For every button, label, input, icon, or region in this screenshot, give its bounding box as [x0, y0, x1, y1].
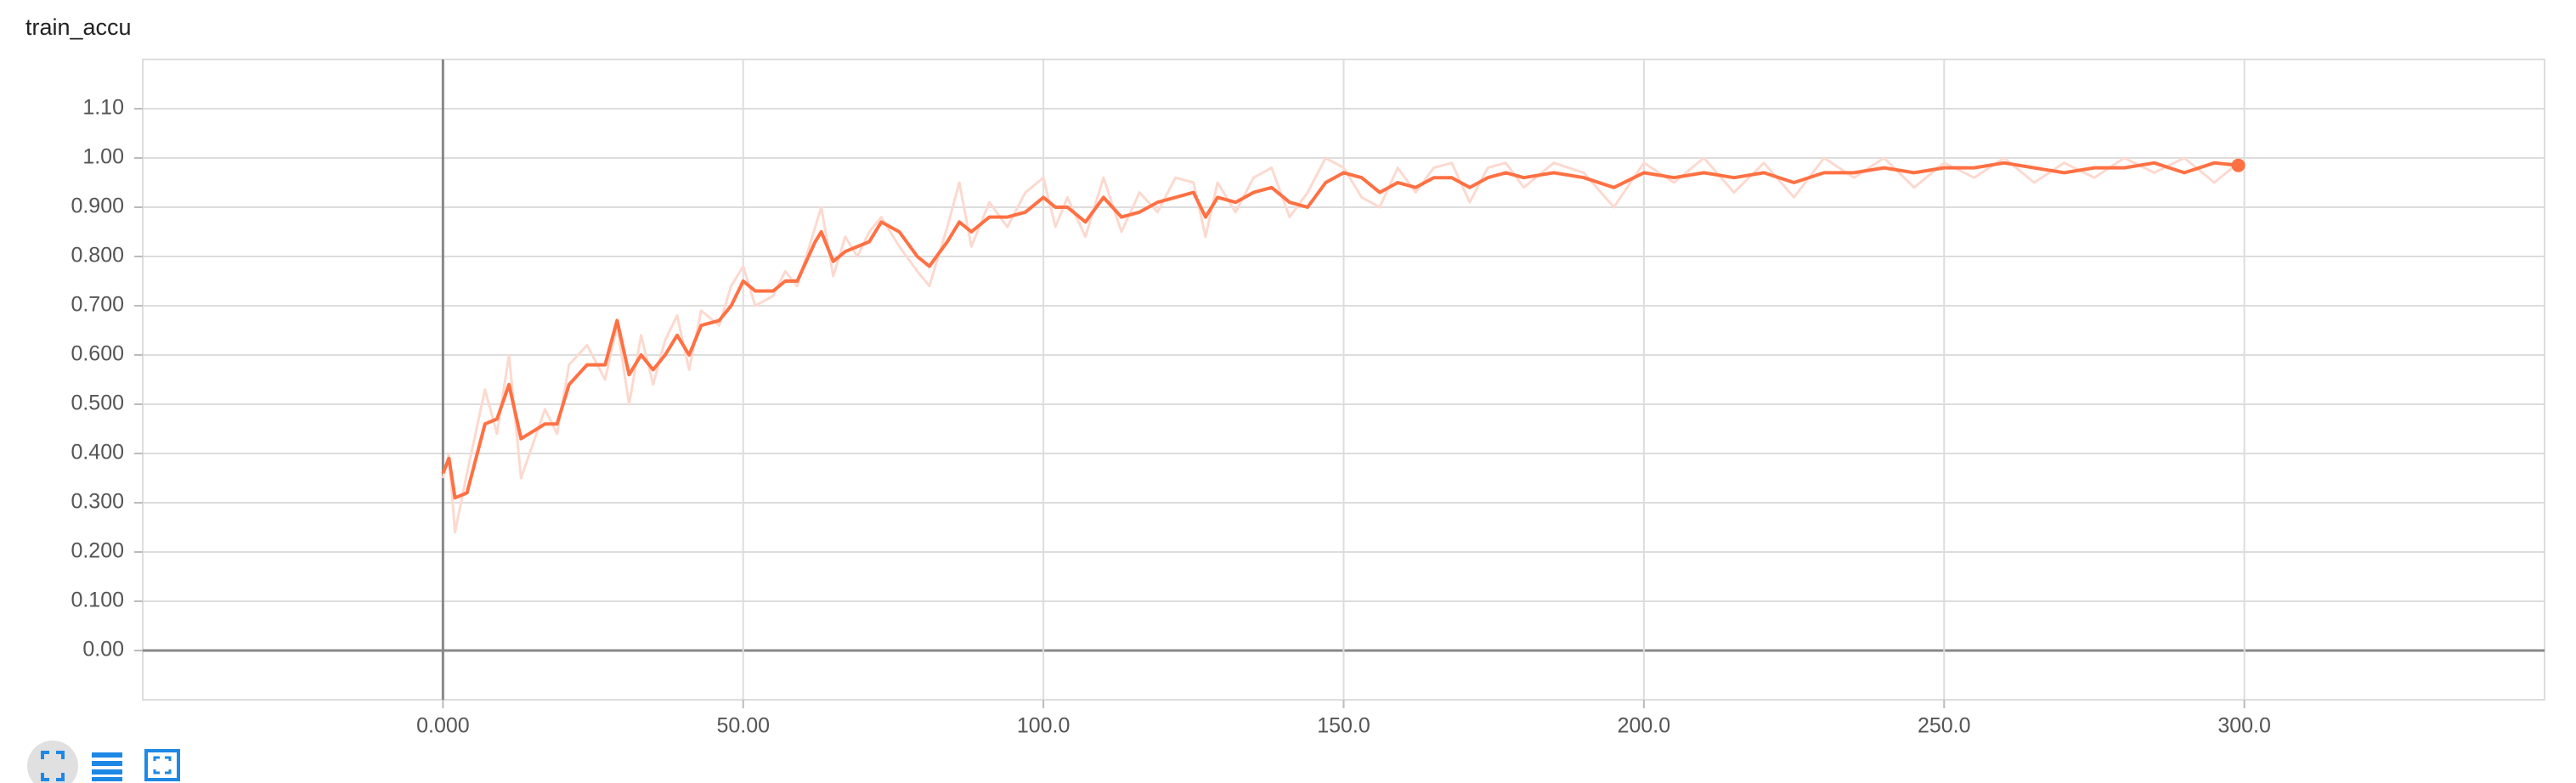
y-tick-label: 0.700: [71, 293, 124, 317]
y-tick-label: 0.400: [71, 441, 124, 465]
fit-domain-button[interactable]: [27, 741, 78, 783]
y-tick-label: 0.200: [71, 539, 124, 563]
y-tick-label: 1.00: [82, 145, 124, 169]
plot-area: 0.00 0.100 0.200 0.300 0.400 0.500 0.600 0.700 0…: [71, 59, 2545, 738]
y-tick-label: 0.900: [71, 194, 124, 218]
chart-title: train_accu: [25, 14, 132, 40]
x-tick-label: 150.0: [1317, 714, 1370, 738]
y-tick-label: 1.10: [82, 96, 124, 120]
x-tick-label: 250.0: [1918, 714, 1971, 738]
series-line: [441, 156, 2240, 534]
x-tick-label: 50.00: [716, 714, 770, 738]
y-tick-label: 0.300: [71, 490, 124, 514]
y-tick-label: 0.100: [71, 589, 124, 612]
x-tick-label: 300.0: [2217, 714, 2271, 738]
series-line: [441, 161, 2239, 500]
y-tick-label: 0.800: [71, 244, 124, 268]
x-tick-label: 100.0: [1017, 714, 1071, 738]
end-point: [2231, 158, 2246, 172]
expand-button[interactable]: [144, 749, 180, 781]
x-tick-label: 0.000: [416, 714, 470, 738]
y-tick-label: 0.00: [82, 638, 124, 662]
x-tick-label: 200.0: [1618, 714, 1671, 738]
toggle-log-button[interactable]: [92, 752, 122, 781]
y-tick-label: 0.500: [71, 392, 124, 415]
y-tick-label: 0.600: [71, 342, 124, 366]
